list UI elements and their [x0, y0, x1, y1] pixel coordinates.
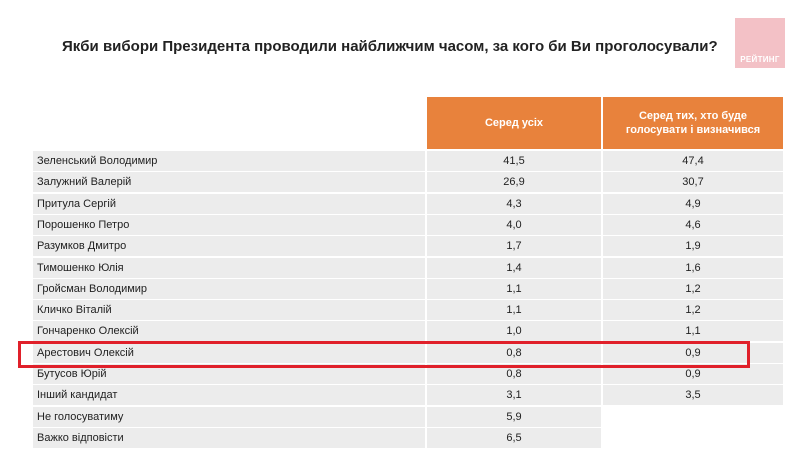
- cell-value: 3,5: [603, 385, 783, 406]
- row-label: Інший кандидат: [33, 385, 425, 406]
- cell-value: 4,3: [427, 193, 601, 214]
- row-label: Бутусов Юрій: [33, 364, 425, 384]
- title: Якби вибори Президента проводили найближ…: [62, 38, 718, 55]
- cell-value: 0,8: [427, 364, 601, 384]
- row-label: Зеленський Володимир: [33, 151, 425, 171]
- highlight-box: [18, 341, 750, 368]
- cell-value: 1,0: [427, 321, 601, 342]
- cell-value: 41,5: [427, 151, 601, 171]
- cell-value: 1,1: [427, 300, 601, 321]
- cell-value: 1,9: [603, 236, 783, 257]
- cell-value: 47,4: [603, 151, 783, 171]
- row-label: Разумков Дмитро: [33, 236, 425, 257]
- cell-value: 4,9: [603, 193, 783, 214]
- cell-value: 1,2: [603, 278, 783, 299]
- row-label: Не голосуватиму: [33, 406, 425, 427]
- row-label: Притула Сергій: [33, 193, 425, 214]
- row-label: Важко відповісти: [33, 427, 425, 448]
- column-header: Серед тих, хто буде голосувати і визначи…: [603, 97, 783, 149]
- row-label: Тимошенко Юлія: [33, 257, 425, 278]
- cell-value: 1,1: [427, 278, 601, 299]
- cell-value: 1,7: [427, 236, 601, 257]
- cell-value: 0,9: [603, 364, 783, 384]
- cell-value: 1,6: [603, 257, 783, 278]
- row-label: Гройсман Володимир: [33, 278, 425, 299]
- cell-value: 3,1: [427, 385, 601, 406]
- cell-value: 6,5: [427, 427, 601, 448]
- cell-value: 1,1: [603, 321, 783, 342]
- cell-value: 5,9: [427, 406, 601, 427]
- cell-value: 1,2: [603, 300, 783, 321]
- row-label: Арестович Олексій: [33, 342, 425, 363]
- cell-value: 0,8: [427, 342, 601, 363]
- row-label: Гончаренко Олексій: [33, 321, 425, 342]
- cell-value: 26,9: [427, 172, 601, 193]
- cell-value: 4,6: [603, 214, 783, 235]
- cell-value: 30,7: [603, 172, 783, 193]
- cell-value: 1,4: [427, 257, 601, 278]
- cell-value: 0,9: [603, 342, 783, 363]
- column-header: Серед усіх: [427, 97, 601, 149]
- row-label: Кличко Віталій: [33, 300, 425, 321]
- row-label: Порошенко Петро: [33, 214, 425, 235]
- row-label: Залужний Валерій: [33, 172, 425, 193]
- cell-value: 4,0: [427, 214, 601, 235]
- logo: [735, 18, 785, 68]
- logo-text: РЕЙТИНГ: [740, 55, 780, 64]
